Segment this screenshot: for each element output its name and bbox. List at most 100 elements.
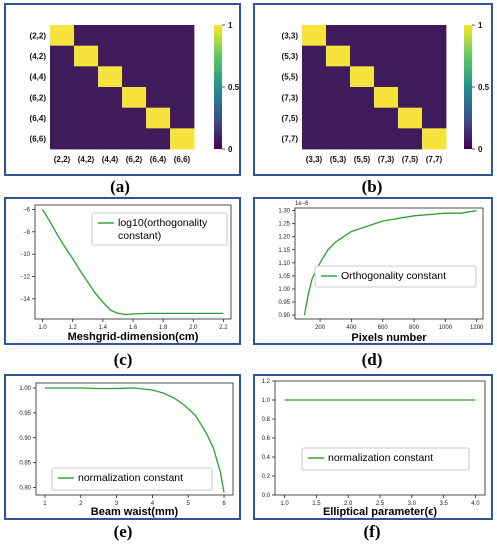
y-tick-label: 0.90	[19, 436, 31, 442]
x-axis-label: Meshgrid-dimension(cm)	[68, 331, 199, 343]
heatmap-cell	[74, 66, 99, 88]
heatmap-cell	[74, 128, 99, 150]
x-tick-label: 2.2	[219, 325, 228, 331]
x-tick-label: 1.4	[99, 325, 108, 331]
x-tick-label: 1000	[439, 325, 453, 331]
y-tick-label: 1.0	[262, 398, 271, 404]
heatmap-cell	[398, 45, 423, 67]
heatmap-cell	[98, 66, 123, 88]
colorbar-tick-label: 1	[478, 21, 483, 30]
colorbar	[214, 25, 222, 149]
heatmap-cell	[398, 25, 423, 47]
y-tick-label: 1.00	[19, 386, 31, 392]
row-tick-label: (3,3)	[282, 31, 299, 40]
heatmap-cell	[146, 107, 171, 129]
panel-e: 1 2 3 4 5 6 0.80 0.85 0.90 0.95 1.00 normalization …	[4, 374, 241, 520]
x-tick-label: 2	[79, 501, 83, 507]
series-line	[303, 209, 477, 316]
heatmap-cell	[326, 45, 351, 67]
y-tick-label: 1.05	[278, 274, 290, 280]
heatmap-cell	[398, 128, 423, 150]
col-tick-label: (6,4)	[150, 155, 167, 164]
y-tick-label: 0.8	[262, 417, 271, 423]
heatmap-cell	[122, 107, 147, 129]
heatmap-cell	[146, 128, 171, 150]
heatmap-cell	[350, 45, 375, 67]
heatmap-cell	[350, 25, 375, 47]
heatmap-cell	[398, 87, 423, 109]
plot-frame	[274, 380, 486, 496]
heatmap-cell	[50, 66, 75, 88]
panel-d: 200 400 600 800 1000 1200 0.90 0.95 1.00 1.05 1.10…	[253, 197, 493, 345]
x-tick-label: 4	[151, 501, 155, 507]
heatmap-cell	[98, 87, 123, 109]
colorbar-tick-label: 1	[228, 21, 233, 30]
row-tick-label: (5,3)	[282, 52, 299, 61]
x-tick-label: 3.0	[408, 501, 417, 507]
col-tick-label: (4,4)	[102, 155, 119, 164]
y-tick-label: 0.95	[278, 300, 290, 306]
colorbar-tick-label: 0	[478, 145, 483, 154]
caption-e: (e)	[113, 522, 133, 541]
heatmap-cell	[422, 66, 447, 88]
heatmap-cell	[422, 25, 447, 47]
x-axis-label: Beam waist(mm)	[91, 506, 179, 518]
row-tick-label: (6,4)	[30, 114, 47, 123]
line-chart-c: 1.0 1.2 1.4 1.6 1.8 2.0 2.2 −6 −8 −10 −12 −14 log10(…	[20, 204, 232, 343]
heatmap-cell	[74, 107, 99, 129]
legend-label: normalization constant	[328, 452, 433, 464]
heatmap-cell	[374, 45, 399, 67]
line-chart-d: 200 400 600 800 1000 1200 0.90 0.95 1.00 1.05 1.10…	[278, 201, 484, 343]
row-tick-label: (4,2)	[30, 52, 47, 61]
line-chart-e: 1 2 3 4 5 6 0.80 0.85 0.90 0.95 1.00 normalization …	[19, 382, 234, 518]
x-tick-label: 3.5	[439, 501, 448, 507]
caption-a: (a)	[110, 177, 130, 196]
heatmap-cell	[422, 107, 447, 129]
row-tick-label: (5,5)	[282, 73, 299, 82]
panel-b: (3,3) (5,3) (5,5) (7,3) (7,5) (7,7) (3,3) (5,3)…	[253, 3, 493, 176]
heatmap-cell	[326, 66, 351, 88]
col-tick-label: (7,7)	[426, 155, 443, 164]
series-line	[45, 387, 225, 493]
row-tick-label: (7,7)	[282, 135, 299, 144]
x-tick-label: 1.5	[312, 501, 321, 507]
x-tick-label: 1	[43, 501, 47, 507]
heatmap-cell	[302, 107, 327, 129]
heatmap-cell	[122, 25, 147, 47]
x-tick-label: 6	[222, 501, 226, 507]
caption-c: (c)	[113, 350, 133, 369]
panel-f: 1.0 1.5 2.0 2.5 3.0 3.5 4.0 0.0 0.2 0.4 0.6 0.8 1.0 1…	[253, 374, 493, 520]
heatmap-cell	[170, 87, 195, 109]
x-axis-label: Pixels number	[351, 332, 427, 343]
x-tick-label: 1.8	[159, 325, 168, 331]
col-tick-label: (4,2)	[78, 155, 95, 164]
y-tick-label: 0.85	[19, 461, 31, 467]
y-tick-label: 1.30	[278, 209, 290, 215]
y-tick-label: −8	[23, 230, 31, 236]
heatmap-cell	[98, 128, 123, 150]
y-tick-label: 0.2	[262, 474, 271, 480]
plot-frame	[294, 207, 484, 320]
heatmap-cell	[374, 87, 399, 109]
heatmap-cell	[50, 107, 75, 129]
heatmap-cell	[326, 107, 351, 129]
row-tick-label: (7,5)	[282, 114, 299, 123]
y-tick-label: 1.00	[278, 287, 290, 293]
heatmap-a: (2,2) (4,2) (4,4) (6,2) (6,4) (6,6) (2,2) (4,2)…	[30, 21, 239, 164]
x-tick-label: 1.0	[38, 325, 47, 331]
row-tick-label: (6,6)	[30, 135, 47, 144]
heatmap-cell	[122, 87, 147, 109]
legend-label: Orthogonality constant	[341, 270, 446, 282]
x-tick-label: 1200	[470, 325, 484, 331]
row-tick-label: (4,4)	[30, 73, 47, 82]
heatmap-cell	[374, 66, 399, 88]
heatmap-cell	[170, 25, 195, 47]
heatmap-cell	[326, 25, 351, 47]
x-tick-label: 200	[315, 325, 326, 331]
heatmap-cell	[422, 45, 447, 67]
y-tick-label: −6	[23, 207, 31, 213]
y-tick-label: 1.20	[278, 235, 290, 241]
x-tick-label: 2.0	[189, 325, 198, 331]
colorbar	[464, 25, 472, 149]
colorbar-tick-label: 0	[228, 145, 233, 154]
